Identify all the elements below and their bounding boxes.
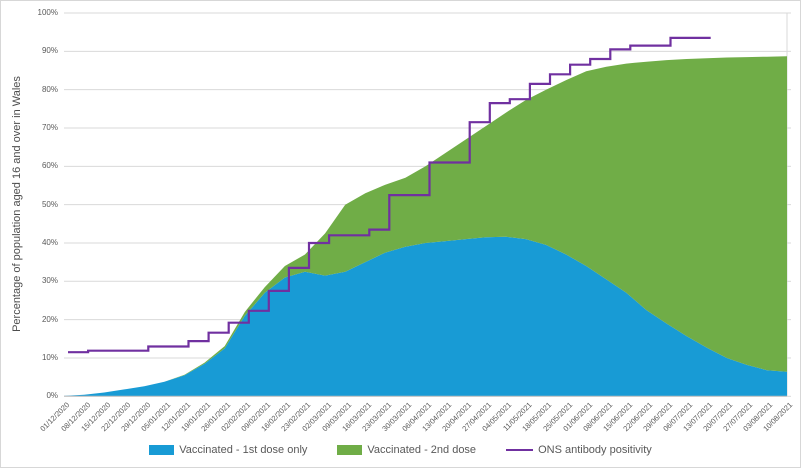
legend-item: ONS antibody positivity <box>506 444 652 456</box>
legend-label: Vaccinated - 2nd dose <box>367 444 477 456</box>
y-tick-label: 50% <box>41 199 58 209</box>
area-1st-dose-only <box>64 236 787 397</box>
y-tick-label: 60% <box>41 161 58 171</box>
legend-item: Vaccinated - 2nd dose <box>337 444 476 456</box>
y-tick-label: 20% <box>41 314 58 324</box>
y-axis-title: Percentage of population aged 16 and ove… <box>11 76 23 332</box>
legend-item: Vaccinated - 1st dose only <box>149 444 307 456</box>
legend-label: ONS antibody positivity <box>538 444 652 456</box>
legend-line-swatch <box>506 448 534 452</box>
y-tick-label: 0% <box>46 391 58 401</box>
legend-label: Vaccinated - 1st dose only <box>179 444 308 456</box>
chart-legend: Vaccinated - 1st dose only Vaccinated - 2… <box>1 439 800 461</box>
y-tick-label: 100% <box>37 8 58 17</box>
y-tick-label: 10% <box>41 352 58 362</box>
area-2nd-dose <box>64 56 787 396</box>
legend-area-swatch <box>149 445 175 455</box>
y-tick-label: 30% <box>41 276 58 286</box>
y-tick-label: 70% <box>41 122 58 132</box>
ons-antibody-line <box>68 36 711 354</box>
y-tick-label: 90% <box>41 46 58 56</box>
legend-area-swatch <box>337 445 363 455</box>
y-tick-label: 80% <box>41 84 58 94</box>
y-tick-label: 40% <box>41 237 58 247</box>
